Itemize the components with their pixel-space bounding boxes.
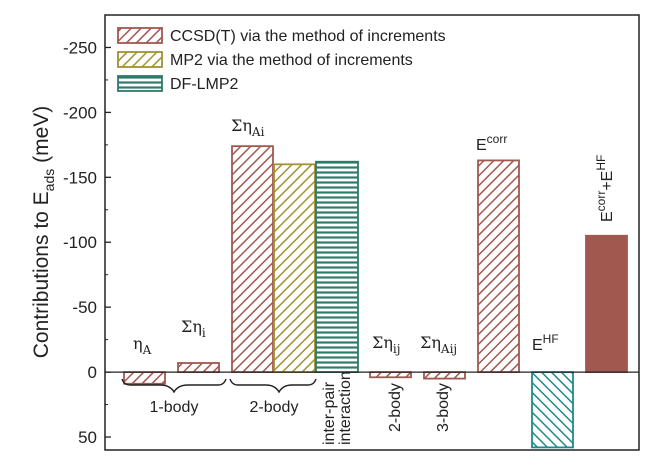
y-tick-label: -200 xyxy=(63,103,97,122)
y-axis-label-sub: ads xyxy=(41,169,57,192)
group-label-inter-pair-line2: interaction xyxy=(337,371,354,445)
y-tick-label: -250 xyxy=(63,38,97,57)
legend-swatch-ccsd xyxy=(117,27,163,44)
bar-eta-a xyxy=(123,371,166,385)
annotation-e-hf-base: E xyxy=(532,337,543,354)
y-tick-label: 0 xyxy=(88,363,97,382)
y-axis-ticks: 50 0 -50 -100 -150 -200 -250 xyxy=(63,38,111,447)
annotation-sum-eta-ai-base: Ση xyxy=(231,116,252,135)
y-tick-label: 50 xyxy=(78,428,97,447)
annotation-sum-eta-ai-sub: Ai xyxy=(251,125,265,139)
legend-label-ccsd: CCSD(T) via the method of increments xyxy=(170,28,446,45)
annotation-e-hf-sup: HF xyxy=(543,332,559,346)
plot-frame xyxy=(104,14,640,451)
legend: CCSD(T) via the method of increments MP2… xyxy=(117,27,446,93)
brace-2-body xyxy=(229,378,317,394)
brace-1-body xyxy=(121,378,227,394)
annotation-e-total: Ecorr+EHF xyxy=(594,155,616,222)
annotation-e-total-sup1: corr xyxy=(594,191,608,212)
annotation-eta-a: ηA xyxy=(133,334,152,357)
legend-label-dflmp2: DF-LMP2 xyxy=(170,76,239,93)
legend-label-mp2: MP2 via the method of increments xyxy=(170,52,413,69)
bars xyxy=(123,145,628,449)
y-axis-label: Contributions to Eads (meV) xyxy=(30,106,57,359)
legend-swatch-dflmp2 xyxy=(117,75,163,92)
annotation-e-hf: EHF xyxy=(532,332,559,354)
annotation-e-total-base1: E xyxy=(599,211,616,222)
y-tick-label: -50 xyxy=(72,298,97,317)
annotation-sum-eta-i: Σηi xyxy=(181,317,206,340)
y-axis-label-unit: (meV) xyxy=(30,106,53,169)
annotation-sum-eta-ij-sub: ij xyxy=(393,342,401,356)
legend-swatch-mp2 xyxy=(117,51,163,68)
annotation-e-corr-base: E xyxy=(476,137,487,154)
annotation-eta-a-base: η xyxy=(133,334,143,353)
annotation-e-corr: Ecorr xyxy=(476,132,507,154)
bar-sum-eta-ai-mp2 xyxy=(273,163,316,373)
bar-e-hf xyxy=(531,371,574,449)
annotation-sum-eta-ij: Σηij xyxy=(372,333,400,356)
bar-sum-eta-ai-ccsd xyxy=(231,145,274,373)
annotation-sum-eta-aij-base: Ση xyxy=(420,333,441,352)
bar-e-total xyxy=(585,234,628,373)
annotation-e-total-plus: +E xyxy=(599,171,616,191)
annotation-e-total-sup2: HF xyxy=(594,155,608,171)
y-tick-label: -150 xyxy=(63,168,97,187)
annotation-e-corr-sup: corr xyxy=(487,132,508,146)
group-label-1-body: 1-body xyxy=(150,399,199,416)
annotation-sum-eta-i-sub: i xyxy=(202,326,206,340)
y-tick-label: -100 xyxy=(63,233,97,252)
bar-sum-eta-i xyxy=(177,362,220,373)
group-label-inter-pair-line1: inter-pair xyxy=(321,381,338,445)
annotation-sum-eta-aij-sub: Aij xyxy=(440,342,457,356)
annotation-eta-a-sub: A xyxy=(142,343,152,357)
annotation-sum-eta-i-base: Ση xyxy=(181,317,202,336)
bar-sum-eta-ij xyxy=(369,371,412,379)
bar-sum-eta-ai-dflmp2 xyxy=(315,160,359,373)
bar-sum-eta-aij xyxy=(423,371,466,380)
bar-e-corr xyxy=(477,159,520,373)
y-axis-label-main: Contributions to E xyxy=(30,191,53,358)
group-label-2-body-pair: 2-body xyxy=(387,383,404,432)
annotation-sum-eta-aij: ΣηAij xyxy=(420,333,457,356)
group-label-inter-pair: inter-pair interaction xyxy=(321,371,354,445)
group-label-2-body: 2-body xyxy=(250,399,299,416)
group-label-3-body: 3-body xyxy=(435,383,452,432)
annotation-sum-eta-ai: ΣηAi xyxy=(231,116,265,139)
annotation-sum-eta-ij-base: Ση xyxy=(372,333,393,352)
